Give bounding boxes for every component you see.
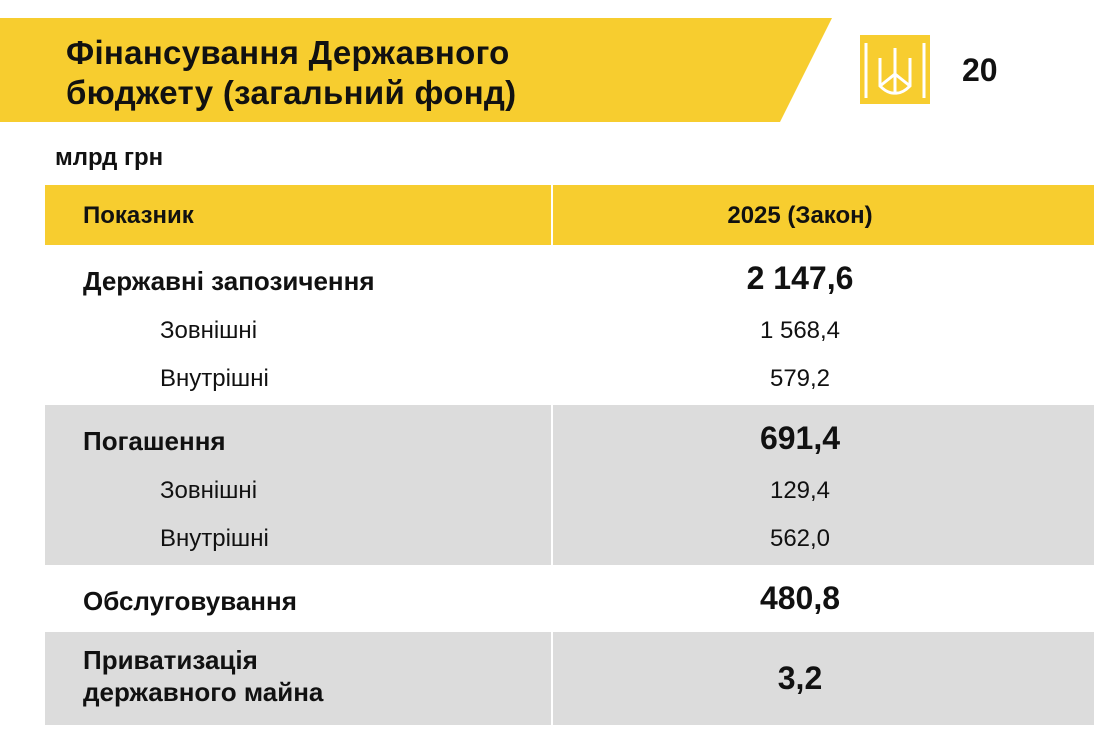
row-label: Обслуговування (83, 586, 297, 616)
page-number: 20 (962, 52, 998, 88)
column-divider (551, 185, 553, 725)
table-group: Державні запозичення 2 147,6 Зовнішні 1 568… (45, 245, 1094, 405)
sub-value: 1 568,4 (759, 317, 841, 344)
row-label: Погашення (83, 426, 226, 456)
sub-label: Внутрішні (160, 525, 269, 552)
unit-label: млрд грн (55, 144, 164, 171)
row-value: 2 147,6 (746, 260, 854, 296)
table-group: Обслуговування 480,8 (45, 565, 1094, 632)
sub-label: Внутрішні (160, 365, 269, 392)
row-label: Приватизація державного майна (83, 645, 324, 707)
row-value: 480,8 (759, 579, 841, 616)
table-group: Погашення 691,4 Зовнішні 129,4 Внутрішні 562,… (45, 405, 1094, 565)
title: Фінансування Державного (66, 34, 510, 71)
sub-value: 129,4 (769, 477, 831, 504)
row-label: Державні запозичення (83, 266, 375, 296)
row-value: 691,4 (759, 420, 841, 456)
title: бюджету (загальний фонд) (66, 74, 517, 111)
table-group: Приватизація державного майна 3,2 (45, 632, 1094, 725)
table-header: Показник 2025 (Закон) (45, 185, 1094, 245)
sub-label: Зовнішні (160, 317, 258, 344)
row-value: 3,2 (777, 659, 823, 696)
sub-value: 562,0 (769, 525, 831, 552)
header-band (0, 18, 930, 122)
column-header: Показник (83, 202, 194, 229)
column-header: 2025 (Закон) (727, 202, 873, 229)
sub-value: 579,2 (769, 365, 831, 392)
sub-label: Зовнішні (160, 477, 258, 504)
